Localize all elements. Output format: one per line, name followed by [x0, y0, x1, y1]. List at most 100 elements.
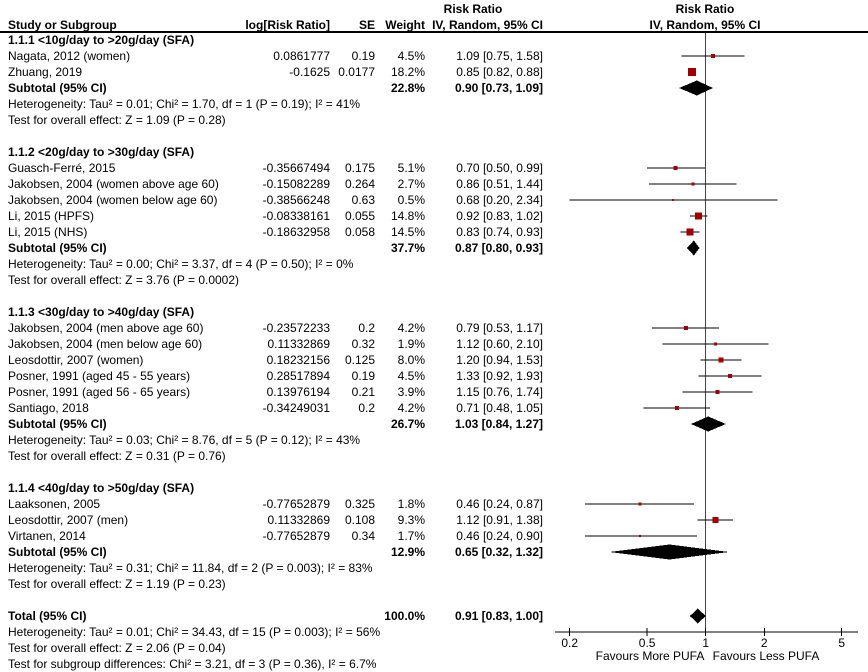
log-risk-ratio-value: 0.18232156	[266, 353, 330, 367]
overall-effect-row: Test for overall effect: Z = 1.09 (P = 0…	[0, 112, 868, 128]
log-risk-ratio-value: 0.13976194	[266, 385, 330, 399]
weight-value: 0.5%	[397, 193, 425, 207]
favours-right-label: Favours Less PUFA	[712, 649, 820, 663]
weight-value: 1.8%	[397, 497, 425, 511]
heterogeneity-row: Heterogeneity: Tau² = 0.00; Chi² = 3.37,…	[0, 256, 868, 272]
log-risk-ratio-value: -0.34249031	[262, 401, 330, 415]
header-divider	[0, 31, 868, 33]
study-name: Li, 2015 (NHS)	[8, 225, 88, 239]
study-row: Posner, 1991 (aged 45 - 55 years) 0.28517…	[0, 368, 868, 384]
study-name: Laaksonen, 2005	[8, 497, 101, 511]
ci-value: 1.20 [0.94, 1.53]	[456, 353, 543, 367]
study-name: Jakobsen, 2004 (women above age 60)	[8, 177, 219, 191]
overall-effect-row: Test for overall effect: Z = 0.31 (P = 0…	[0, 448, 868, 464]
section-header-row: 1.1.1 <10g/day to >20g/day (SFA)	[0, 32, 868, 48]
ci-value: 0.46 [0.24, 0.87]	[456, 497, 543, 511]
log-risk-ratio-value: -0.23572233	[262, 321, 330, 335]
study-row: Jakobsen, 2004 (men below age 60) 0.11332…	[0, 336, 868, 352]
study-row: Posner, 1991 (aged 56 - 65 years) 0.13976…	[0, 384, 868, 400]
se-value: 0.32	[351, 337, 375, 351]
overall-effect-row: Test for overall effect: Z = 2.06 (P = 0…	[0, 640, 868, 656]
study-row: Guasch-Ferré, 2015 -0.35667494 0.175 5.1% 0.…	[0, 160, 868, 176]
study-row: Li, 2015 (NHS) -0.18632958 0.058 14.5% 0.83 …	[0, 224, 868, 240]
ci-value: 1.03 [0.84, 1.27]	[454, 417, 543, 431]
section-header-row: 1.1.4 <40g/day to >50g/day (SFA)	[0, 480, 868, 496]
subtotal-row: Subtotal (95% CI) 22.8% 0.90 [0.73, 1.09]	[0, 80, 868, 96]
heterogeneity-row: Heterogeneity: Tau² = 0.01; Chi² = 34.43…	[0, 624, 868, 640]
overall-effect-row: Test for overall effect: Z = 3.76 (P = 0…	[0, 272, 868, 288]
study-row: Jakobsen, 2004 (women above age 60) -0.15…	[0, 176, 868, 192]
ci-value: 0.86 [0.51, 1.44]	[456, 177, 543, 191]
ci-value: 1.12 [0.60, 2.10]	[456, 337, 543, 351]
ci-value: 1.33 [0.92, 1.93]	[456, 369, 543, 383]
overall-effect-row: Test for overall effect: Z = 1.19 (P = 0…	[0, 576, 868, 592]
se-value: 0.175	[344, 161, 375, 175]
plot-column-title: Risk Ratio	[675, 2, 735, 16]
total-row: Total (95% CI) 100.0% 0.91 [0.83, 1.00]	[0, 608, 868, 624]
study-row: Li, 2015 (HPFS) -0.08338161 0.055 14.8% 0.92…	[0, 208, 868, 224]
study-name: Li, 2015 (HPFS)	[8, 209, 95, 223]
subgroup-differences-row: Test for subgroup differences: Chi² = 3.…	[0, 656, 868, 672]
study-row: Jakobsen, 2004 (women below age 60) -0.38…	[0, 192, 868, 208]
study-row: Leosdottir, 2007 (men) 0.11332869 0.108 9.3…	[0, 512, 868, 528]
weight-value: 4.2%	[397, 401, 425, 415]
study-name: Jakobsen, 2004 (men below age 60)	[8, 337, 203, 351]
header-row-1: Risk Ratio Risk Ratio	[0, 1, 868, 17]
effect-column-title: Risk Ratio	[443, 2, 503, 16]
weight-value: 1.7%	[397, 529, 425, 543]
se-value: 0.19	[351, 49, 375, 63]
se-value: 0.2	[358, 401, 375, 415]
weight-value: 4.5%	[397, 49, 425, 63]
ci-value: 0.87 [0.80, 0.93]	[454, 241, 543, 255]
log-risk-ratio-value: -0.08338161	[262, 209, 330, 223]
log-risk-ratio-value: 0.0861777	[273, 49, 330, 63]
pooled-label: Subtotal (95% CI)	[8, 417, 107, 431]
study-name: Posner, 1991 (aged 45 - 55 years)	[8, 369, 191, 383]
study-row: Santiago, 2018 -0.34249031 0.2 4.2% 0.71 [0.…	[0, 400, 868, 416]
ci-value: 1.15 [0.76, 1.74]	[456, 385, 543, 399]
se-value: 0.058	[344, 225, 375, 239]
plot-method-header: IV, Random, 95% CI	[649, 18, 761, 32]
weight-value: 2.7%	[397, 177, 425, 191]
ci-value: 0.68 [0.20, 2.34]	[456, 193, 543, 207]
study-row: Zhuang, 2019 -0.1625 0.0177 18.2% 0.85 [0.82…	[0, 64, 868, 80]
weight-column-header: Weight	[385, 18, 425, 32]
study-row: Virtanen, 2014 -0.77652879 0.34 1.7% 0.46 [0…	[0, 528, 868, 544]
stat-text: Test for overall effect: Z = 1.09 (P = 0…	[8, 113, 226, 127]
study-row: Laaksonen, 2005 -0.77652879 0.325 1.8% 0.46 …	[0, 496, 868, 512]
section-label: 1.1.4 <40g/day to >50g/day (SFA)	[8, 481, 195, 495]
ci-column-header: IV, Random, 95% CI	[432, 18, 543, 32]
log-risk-ratio-value: 0.11332869	[267, 513, 330, 527]
weight-value: 12.9%	[390, 545, 425, 559]
section-label: 1.1.3 <30g/day to >40g/day (SFA)	[8, 305, 195, 319]
weight-value: 26.7%	[390, 417, 425, 431]
se-value: 0.325	[344, 497, 375, 511]
se-value: 0.125	[344, 353, 375, 367]
ci-value: 0.71 [0.48, 1.05]	[456, 401, 543, 415]
se-value: 0.19	[351, 369, 375, 383]
log-risk-ratio-value: -0.18632958	[262, 225, 330, 239]
weight-value: 37.7%	[390, 241, 425, 255]
se-value: 0.0177	[338, 65, 375, 79]
section-label: 1.1.2 <20g/day to >30g/day (SFA)	[8, 145, 195, 159]
logrr-column-header: log[Risk Ratio]	[245, 18, 330, 32]
log-risk-ratio-value: 0.28517894	[266, 369, 330, 383]
stat-text: Test for overall effect: Z = 2.06 (P = 0…	[8, 641, 226, 655]
study-name: Nagata, 2012 (women)	[8, 49, 131, 63]
ci-value: 0.90 [0.73, 1.09]	[454, 81, 543, 95]
weight-value: 100.0%	[384, 609, 425, 623]
section-label: 1.1.1 <10g/day to >20g/day (SFA)	[8, 33, 195, 47]
stat-text: Heterogeneity: Tau² = 0.00; Chi² = 3.37,…	[8, 257, 354, 271]
log-risk-ratio-value: -0.77652879	[262, 497, 330, 511]
subtotal-row: Subtotal (95% CI) 37.7% 0.87 [0.80, 0.93]	[0, 240, 868, 256]
study-name: Posner, 1991 (aged 56 - 65 years)	[8, 385, 191, 399]
se-value: 0.2	[358, 321, 375, 335]
study-name: Jakobsen, 2004 (women below age 60)	[8, 193, 218, 207]
weight-value: 8.0%	[397, 353, 425, 367]
study-name: Zhuang, 2019	[8, 65, 83, 79]
se-value: 0.264	[344, 177, 375, 191]
study-row: Leosdottir, 2007 (women) 0.18232156 0.125 8…	[0, 352, 868, 368]
ci-value: 0.79 [0.53, 1.17]	[456, 321, 543, 335]
ci-value: 1.12 [0.91, 1.38]	[456, 513, 543, 527]
